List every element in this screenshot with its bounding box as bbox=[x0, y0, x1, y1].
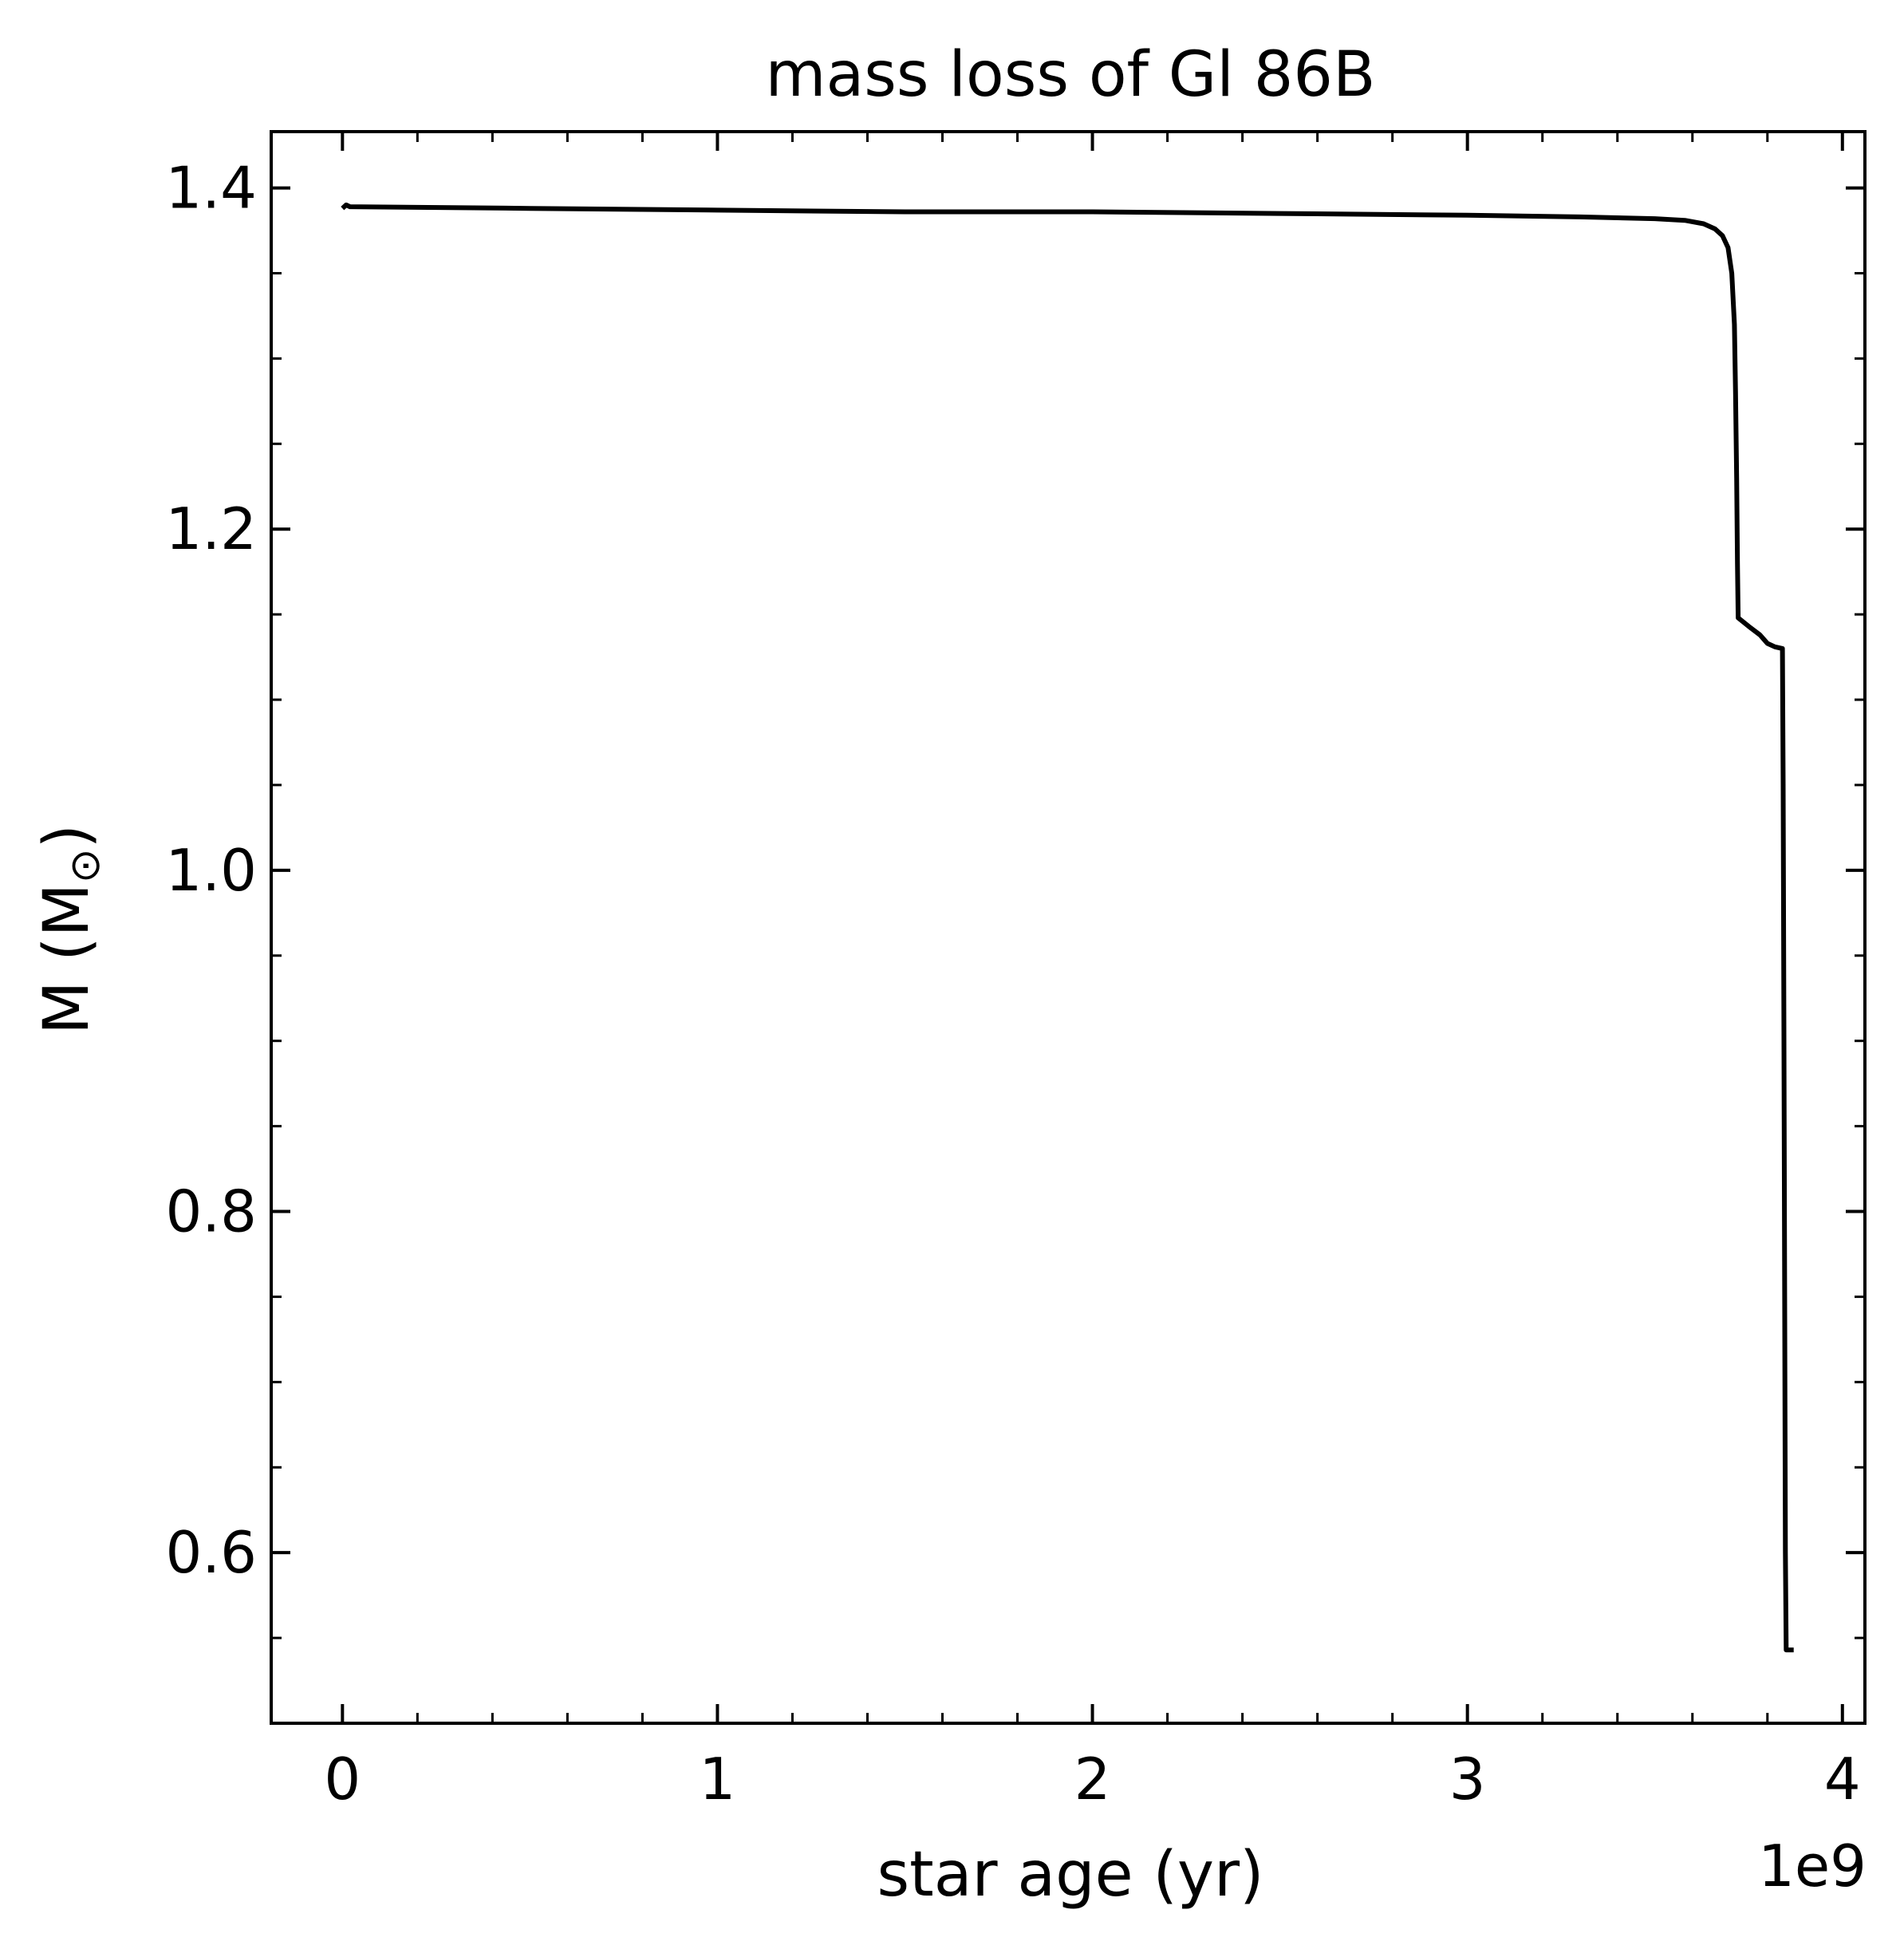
y-axis-label: M (M⊙) bbox=[31, 824, 109, 1035]
y-axis-label-subscript: ⊙ bbox=[61, 849, 109, 884]
y-axis-ticks bbox=[271, 186, 1865, 1639]
y-tick-label: 1.2 bbox=[165, 495, 257, 562]
x-tick-label: 2 bbox=[1074, 1746, 1111, 1813]
y-axis-tick-labels: 0.6 0.8 1.0 1.2 1.4 bbox=[165, 155, 257, 1587]
plot-area-frame bbox=[270, 130, 1867, 1725]
x-tick-label: 3 bbox=[1449, 1746, 1486, 1813]
x-axis-label: star age (yr) bbox=[877, 1839, 1263, 1911]
x-tick-label: 4 bbox=[1824, 1746, 1861, 1813]
y-tick-label: 1.4 bbox=[165, 155, 257, 222]
y-axis-label-main: M (M bbox=[31, 883, 103, 1035]
y-axis-label-close: ) bbox=[31, 824, 103, 848]
chart-title: mass loss of Gl 86B bbox=[766, 39, 1376, 111]
x-tick-label: 1 bbox=[700, 1746, 736, 1813]
x-axis-ticks bbox=[341, 132, 1844, 1723]
mass-series-line bbox=[341, 202, 1794, 1653]
y-tick-label: 1.0 bbox=[165, 837, 257, 904]
y-tick-label: 0.6 bbox=[165, 1519, 257, 1586]
x-axis-offset-label: 1e9 bbox=[1758, 1833, 1867, 1900]
x-tick-label: 0 bbox=[324, 1746, 361, 1813]
x-axis-tick-labels: 0 1 2 3 4 bbox=[324, 1746, 1860, 1813]
y-tick-label: 0.8 bbox=[165, 1178, 257, 1245]
